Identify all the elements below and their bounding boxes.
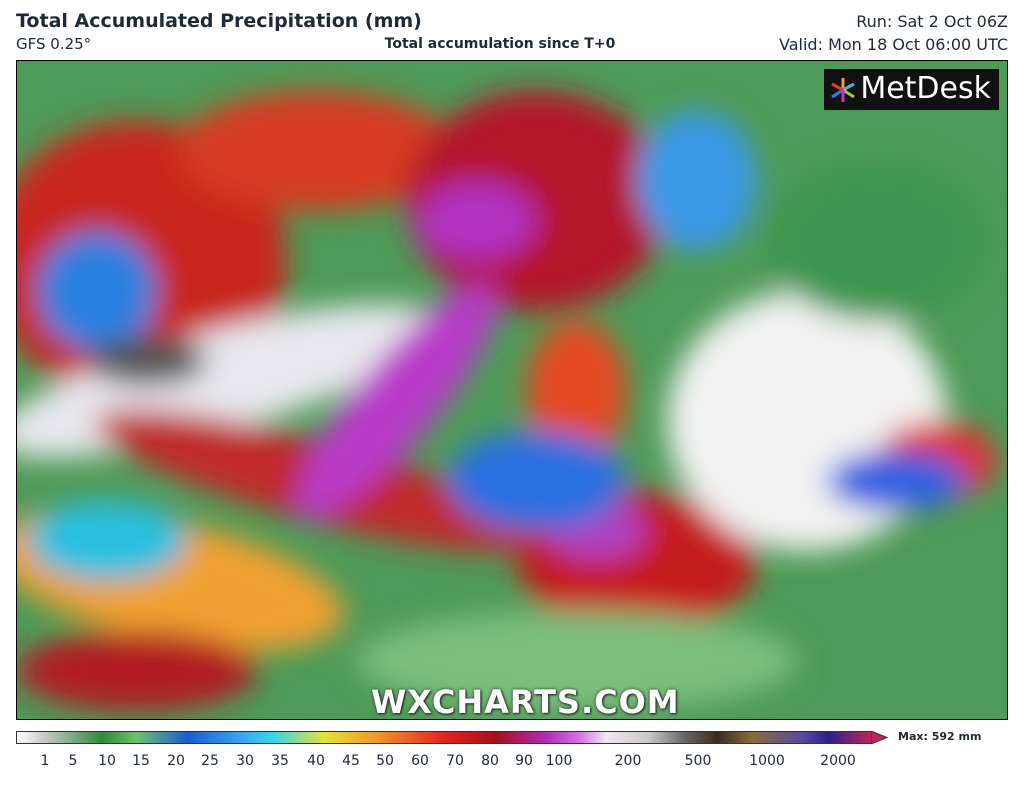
valid-time: Valid: Mon 18 Oct 06:00 UTC (779, 35, 1008, 54)
colorbar-tick-label: 1000 (749, 753, 785, 769)
colorbar-tick-label: 35 (271, 753, 289, 769)
logo-icon (831, 78, 856, 102)
colorbar-tick-label: 60 (411, 753, 429, 769)
colorbar-tick-label: 80 (481, 753, 499, 769)
colorbar-tick-label: 2000 (820, 753, 856, 769)
colorbar-tick-label: 70 (446, 753, 464, 769)
run-time: Run: Sat 2 Oct 06Z (856, 12, 1008, 31)
colorbar-tick-label: 100 (545, 753, 573, 769)
subtitle: Total accumulation since T+0 (384, 36, 616, 52)
title: Total Accumulated Precipitation (mm) (16, 10, 422, 32)
colorbar (16, 731, 872, 744)
logo: MetDesk (824, 69, 999, 110)
colorbar-tick-label: 30 (236, 753, 254, 769)
colorbar-tick-label: 5 (68, 753, 78, 769)
logo-text: MetDesk (860, 71, 991, 106)
colorbar-tick-label: 50 (376, 753, 394, 769)
colorbar-tick-label: 500 (684, 753, 712, 769)
colorbar-tick-label: 90 (515, 753, 533, 769)
map: MetDesk WXCHARTS.COM (16, 60, 1008, 720)
model: GFS 0.25° (16, 35, 92, 53)
colorbar-arrow (871, 731, 889, 744)
colorbar-tick-label: 15 (132, 753, 150, 769)
colorbar-tick-label: 200 (614, 753, 642, 769)
colorbar-tick-label: 45 (342, 753, 360, 769)
colorbar-tick-label: 1 (40, 753, 50, 769)
watermark: WXCHARTS.COM (371, 683, 680, 720)
colorbar-tick-label: 20 (167, 753, 185, 769)
colorbar-tick-label: 40 (307, 753, 325, 769)
colorbar-tick-label: 25 (201, 753, 219, 769)
precip-field (17, 61, 1007, 719)
max-label: Max: 592 mm (898, 730, 982, 743)
colorbar-tick-label: 10 (98, 753, 116, 769)
